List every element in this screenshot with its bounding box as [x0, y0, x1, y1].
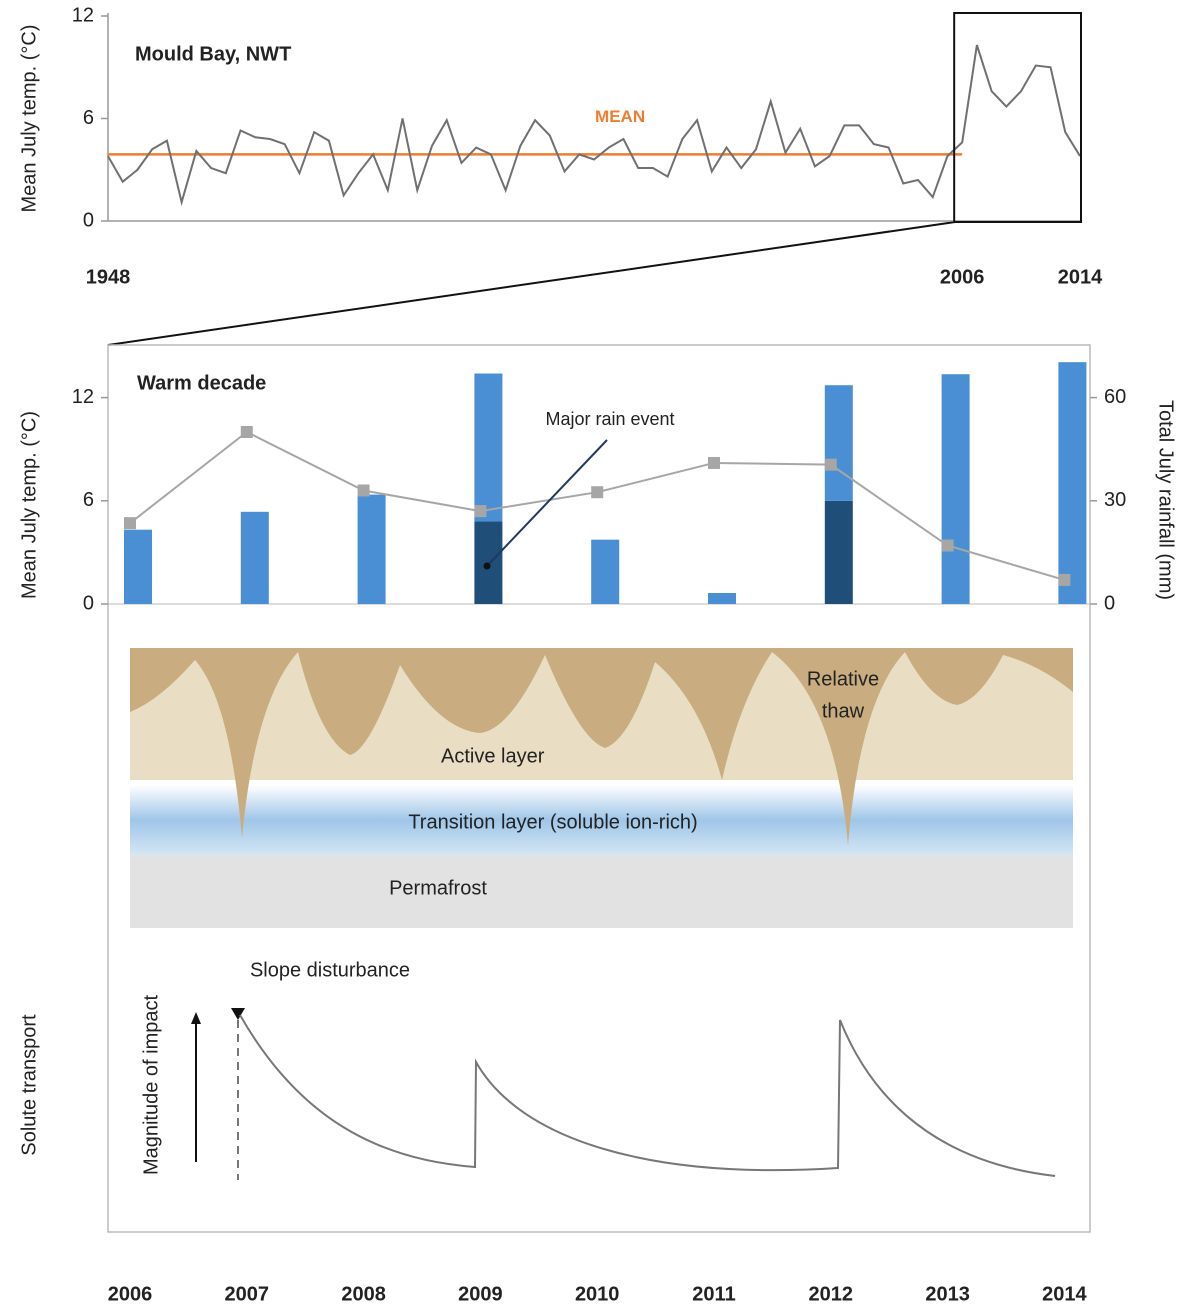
mean-label: MEAN — [595, 107, 645, 126]
rain-bar — [824, 500, 853, 604]
x-tick-label: 2006 — [940, 266, 985, 288]
transition-layer-label: Transition layer (soluble ion-rich) — [408, 811, 697, 833]
active-layer-label: Active layer — [441, 745, 545, 767]
event-pointer-dot — [483, 562, 491, 570]
y2-tick-label: 30 — [1104, 489, 1126, 511]
magnitude-label: Magnitude of impact — [140, 995, 162, 1176]
panel-frame — [107, 344, 1091, 1233]
temp-marker — [824, 458, 837, 471]
x-tick-label: 2009 — [458, 1283, 503, 1305]
x-tick-label: 2006 — [108, 1283, 153, 1305]
relative-thaw-label: Relative — [807, 668, 879, 690]
disturbance-marker — [231, 1008, 245, 1020]
temp-line — [107, 44, 1081, 207]
rain-bar — [824, 385, 853, 501]
permafrost-label: Permafrost — [389, 877, 487, 899]
transition-layer — [130, 785, 1073, 855]
annotation: Mould Bay, NWT — [135, 43, 291, 65]
temp-marker — [357, 484, 370, 497]
impact-curve — [239, 1014, 1056, 1177]
x-tick-label: 2012 — [809, 1283, 854, 1305]
y-tick-label: 6 — [83, 489, 94, 511]
y-tick-label: 12 — [72, 4, 94, 26]
event-label: Major rain event — [545, 409, 674, 429]
y2-tick-label: 60 — [1104, 386, 1126, 408]
x-tick-label: 2014 — [1058, 266, 1103, 288]
rain-bar — [240, 511, 269, 604]
rain-bar — [1058, 362, 1087, 604]
temp-marker — [124, 517, 136, 530]
x-tick-label: 2014 — [1042, 1283, 1087, 1305]
rain-bar — [708, 592, 736, 604]
rain-bar — [941, 374, 970, 604]
slope-disturbance-label: Slope disturbance — [250, 959, 410, 981]
temp-marker — [591, 486, 604, 499]
rain-bar — [124, 529, 152, 604]
thaw-shape — [130, 648, 1073, 845]
temp-marker — [941, 539, 954, 552]
y-axis-label: Mean July temp. (°C) — [18, 24, 40, 212]
temp-marker — [708, 456, 720, 469]
rain-bar — [474, 521, 503, 604]
rain-bar — [474, 373, 503, 522]
y-tick-label: 0 — [83, 592, 94, 614]
x-tick-label: 2013 — [925, 1283, 970, 1305]
y-tick-label: 0 — [83, 209, 94, 231]
x-tick-label: 2007 — [225, 1283, 270, 1305]
temp-marker — [240, 426, 253, 438]
permafrost-layer — [130, 855, 1073, 928]
x-tick-label: 2008 — [341, 1283, 386, 1305]
y2-tick-label: 0 — [1104, 592, 1115, 614]
zoom-connector — [107, 221, 956, 346]
impact-arrow-head — [191, 1012, 201, 1024]
x-tick-label: 2010 — [575, 1283, 620, 1305]
y-tick-label: 12 — [72, 386, 94, 408]
x-tick-label: 1948 — [86, 266, 131, 288]
zoom-box — [953, 12, 1083, 223]
x-tick-label: 2011 — [692, 1283, 735, 1305]
annotation: Warm decade — [137, 372, 266, 394]
event-pointer — [486, 439, 608, 567]
temp-marker — [474, 505, 487, 518]
y2-axis-label: Total July rainfall (mm) — [1155, 400, 1177, 600]
relative-thaw-label: thaw — [822, 700, 865, 722]
rain-bar — [591, 539, 620, 604]
solute-transport-label: Solute transport — [18, 1014, 40, 1156]
temp-marker — [1058, 573, 1071, 586]
y-tick-label: 6 — [83, 107, 94, 129]
y-axis-label: Mean July temp. (°C) — [18, 411, 40, 599]
rain-bar — [357, 494, 386, 604]
